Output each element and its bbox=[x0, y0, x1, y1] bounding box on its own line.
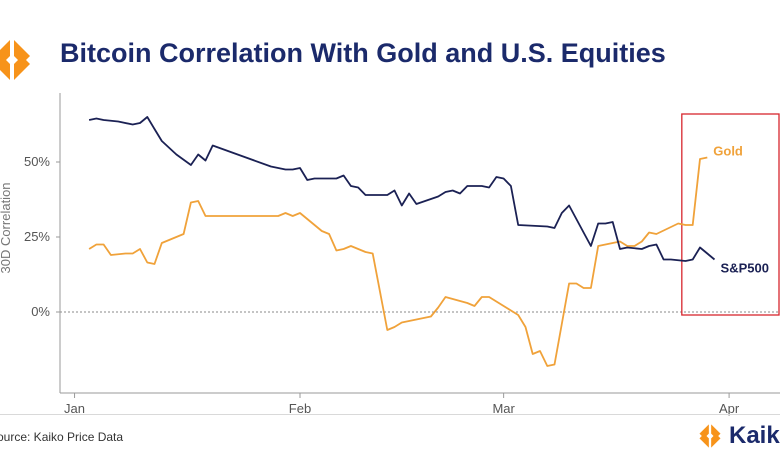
footer-divider bbox=[0, 414, 780, 415]
chart-labels: Gold S&P500 bbox=[713, 144, 769, 276]
y-tick-label: 25% bbox=[24, 229, 50, 244]
x-tick-label: Apr bbox=[719, 401, 740, 416]
chart-lines bbox=[88, 116, 716, 367]
brand-mark: Kaik bbox=[696, 422, 780, 450]
page-title: Bitcoin Correlation With Gold and U.S. E… bbox=[60, 38, 666, 68]
y-axis-label: 30D Correlation bbox=[0, 182, 13, 273]
brand-name: Kaik bbox=[729, 422, 780, 449]
series-label-gold: Gold bbox=[713, 144, 743, 159]
highlight-box bbox=[681, 113, 780, 316]
y-tick-label: 50% bbox=[24, 154, 50, 169]
chart-grid bbox=[60, 113, 780, 316]
x-tick-label: Jan bbox=[64, 401, 85, 416]
source-note: ource: Kaiko Price Data bbox=[0, 430, 124, 444]
series-line-gold bbox=[88, 156, 708, 367]
x-tick-label: Feb bbox=[289, 401, 311, 416]
series-label-sp500: S&P500 bbox=[721, 261, 769, 276]
series-line-sp500 bbox=[88, 116, 716, 262]
chart-axes: 0% 25% 50% Jan Feb Mar Apr 30D Correlation bbox=[0, 93, 780, 416]
x-tick-label: Mar bbox=[492, 401, 515, 416]
kaiko-logo-icon bbox=[0, 36, 36, 89]
y-tick-label: 0% bbox=[31, 304, 50, 319]
kaiko-brand-icon bbox=[699, 424, 721, 448]
